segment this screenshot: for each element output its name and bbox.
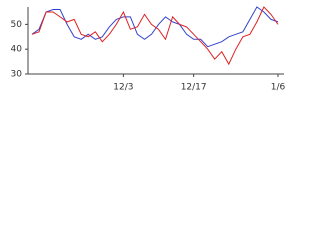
chart: 30 40 50 12/3 12/17 1/6 (11, 6, 286, 93)
series-line (31, 6, 279, 48)
x-tick-label: 1/6 (271, 83, 286, 93)
x-tick-label: 12/17 (181, 83, 207, 93)
y-tick-label: 50 (11, 20, 23, 30)
y-tick-label: 40 (11, 45, 23, 55)
page: {"chart_data": {"type": "line", "categor… (0, 0, 300, 96)
y-tick-label: 30 (11, 70, 23, 80)
x-tick-label: 12/3 (113, 83, 133, 93)
series-line (31, 6, 279, 66)
